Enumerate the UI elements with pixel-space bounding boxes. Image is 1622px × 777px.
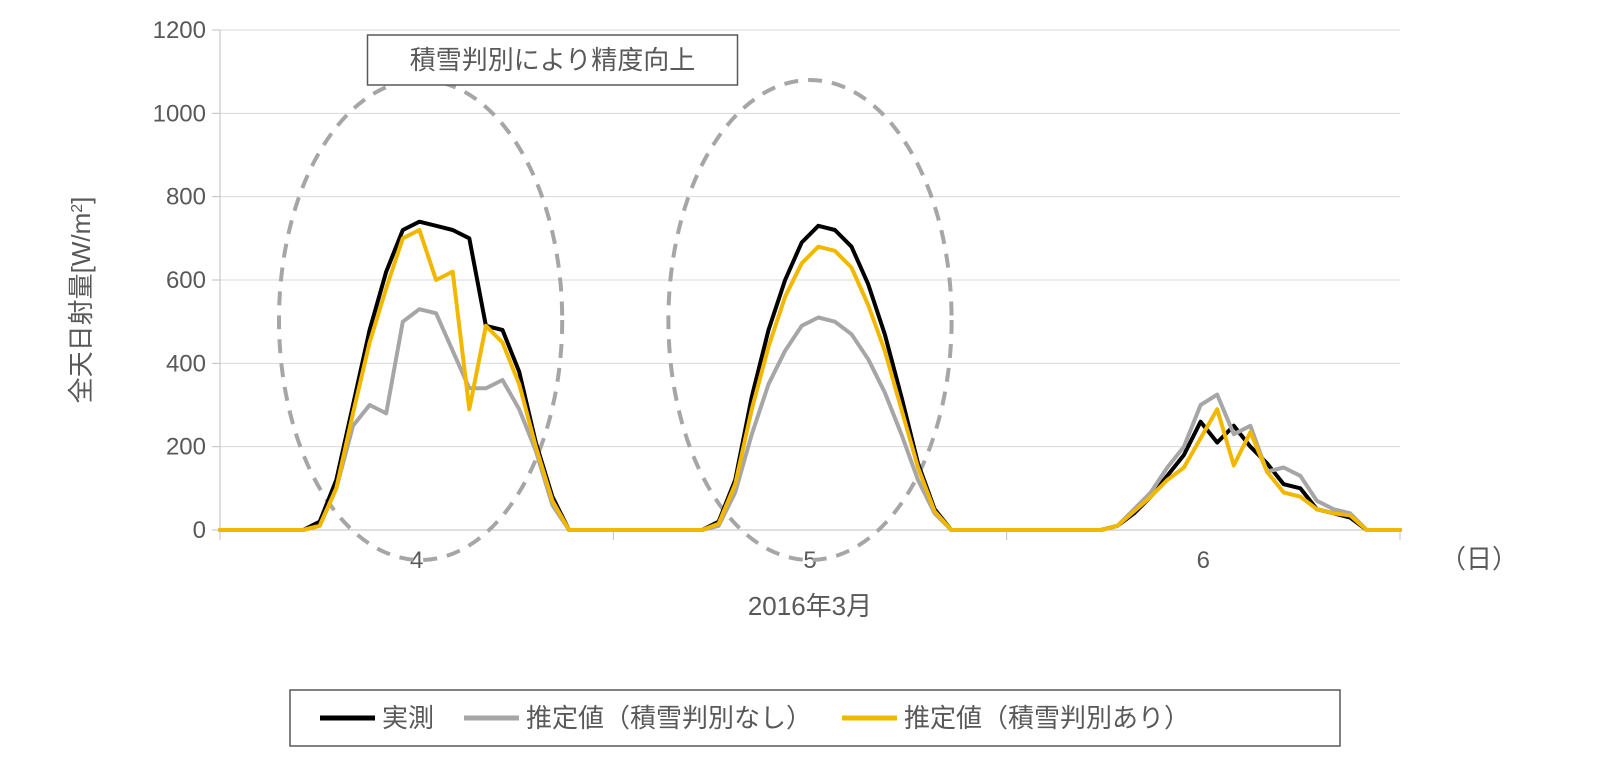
series-line bbox=[220, 222, 1400, 530]
y-axis-label: 全天日射量[W/m2] bbox=[66, 197, 96, 404]
y-tick-label: 800 bbox=[166, 184, 206, 211]
legend-label: 推定値（積雪判別あり） bbox=[904, 703, 1190, 733]
y-tick-label: 200 bbox=[166, 434, 206, 461]
x-unit-label: （日） bbox=[1440, 544, 1518, 574]
x-axis-label: 2016年3月 bbox=[748, 591, 872, 621]
y-tick-label: 600 bbox=[166, 267, 206, 294]
legend-label: 実測 bbox=[382, 703, 434, 733]
annotation-text: 積雪判別により精度向上 bbox=[410, 45, 695, 75]
y-tick-label: 1000 bbox=[153, 100, 206, 127]
chart-container: 020040060080010001200456（日）2016年3月全天日射量[… bbox=[0, 0, 1622, 777]
chart-svg: 020040060080010001200456（日）2016年3月全天日射量[… bbox=[0, 0, 1622, 777]
y-tick-label: 0 bbox=[193, 517, 206, 544]
legend-label: 推定値（積雪判別なし） bbox=[526, 703, 812, 733]
y-tick-label: 400 bbox=[166, 350, 206, 377]
y-tick-label: 1200 bbox=[153, 17, 206, 44]
x-day-label: 6 bbox=[1197, 547, 1210, 574]
series-line bbox=[220, 230, 1400, 530]
series-line bbox=[220, 309, 1400, 530]
highlight-ellipse bbox=[279, 80, 562, 560]
